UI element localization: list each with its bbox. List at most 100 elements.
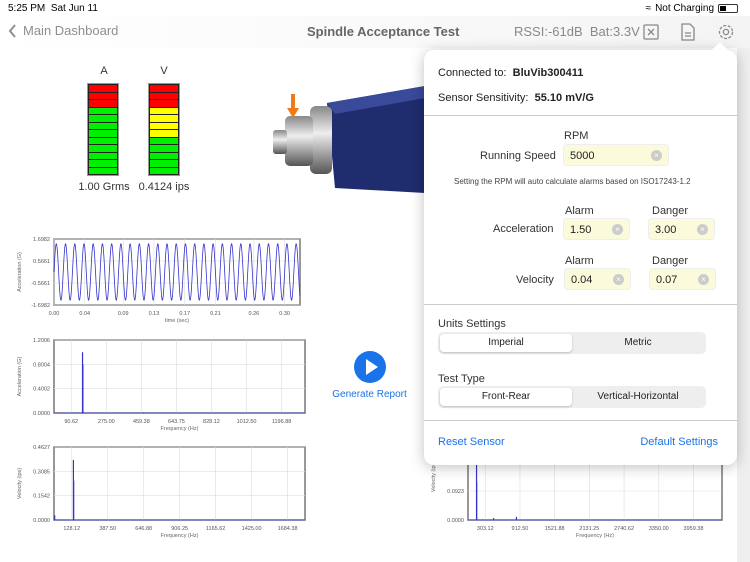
meter-segment xyxy=(150,152,178,159)
units-metric[interactable]: Metric xyxy=(624,337,652,348)
x-axis-label: Frequency (Hz) xyxy=(576,533,614,539)
test-type-front-rear[interactable]: Front-Rear xyxy=(440,388,572,406)
vel-danger-header: Danger xyxy=(652,255,689,267)
acceleration-label: Acceleration xyxy=(493,223,554,235)
clear-icon[interactable]: × xyxy=(697,224,708,235)
meter-segment xyxy=(150,122,178,129)
test-type-label: Test Type xyxy=(438,373,485,385)
x-tick-label: 128.12 xyxy=(63,526,80,532)
sensitivity-row: Sensor Sensitivity: 55.10 mV/G xyxy=(438,92,594,104)
x-tick-label: 0.30 xyxy=(279,311,290,317)
y-tick-label: 0.4627 xyxy=(33,445,50,451)
x-tick-label: 0.17 xyxy=(179,311,190,317)
meter-segment xyxy=(89,167,117,174)
meter-segment xyxy=(150,85,178,92)
gear-icon[interactable] xyxy=(716,22,736,42)
units-segmented-control: Imperial Metric xyxy=(438,332,706,354)
y-tick-label: 0.0000 xyxy=(33,411,50,417)
test-type-segmented-control: Front-Rear Vertical-Horizontal xyxy=(438,386,706,408)
units-imperial[interactable]: Imperial xyxy=(440,334,572,352)
x-tick-label: 2131.25 xyxy=(579,526,599,532)
y-tick-label: 0.3085 xyxy=(33,469,50,475)
x-tick-label: 0.21 xyxy=(210,311,221,317)
x-tick-label: 0.26 xyxy=(249,311,260,317)
meter-segment xyxy=(89,152,117,159)
meter-segment xyxy=(150,167,178,174)
x-tick-label: 3959.38 xyxy=(684,526,704,532)
generate-report-button[interactable]: Generate Report xyxy=(332,351,407,400)
meter-segment xyxy=(89,145,117,152)
x-axis-label: time (sec) xyxy=(165,318,189,324)
close-box-icon[interactable] xyxy=(641,22,661,42)
x-tick-label: 643.75 xyxy=(168,419,185,425)
meter-segment xyxy=(89,137,117,144)
y-tick-label: 0.0000 xyxy=(33,518,50,524)
y-axis-label: Velocity (ips) xyxy=(431,461,437,492)
nav-bar: Main Dashboard Spindle Acceptance Test R… xyxy=(0,16,750,48)
meter-segment xyxy=(150,160,178,167)
x-tick-label: 1684.38 xyxy=(278,526,298,532)
meter-segment xyxy=(89,100,117,107)
x-tick-label: 387.50 xyxy=(99,526,116,532)
vel-danger-input[interactable]: 0.07 × xyxy=(649,268,716,290)
velocity-meter xyxy=(148,83,180,176)
acc-alarm-input[interactable]: 1.50 × xyxy=(563,218,630,240)
y-tick-label: 0.8004 xyxy=(33,362,50,368)
play-icon xyxy=(353,351,386,383)
meter-segment xyxy=(89,85,117,92)
x-axis-label: Frequency (Hz) xyxy=(161,426,199,432)
generate-report-label: Generate Report xyxy=(332,389,407,400)
document-icon[interactable] xyxy=(678,22,698,42)
x-axis-label: Frequency (Hz) xyxy=(161,533,199,539)
y-tick-label: 0.0000 xyxy=(447,518,464,524)
back-label: Main Dashboard xyxy=(23,23,119,38)
clear-icon[interactable]: × xyxy=(651,150,662,161)
vel-alarm-input[interactable]: 0.04 × xyxy=(564,268,631,290)
acceleration-meter xyxy=(87,83,119,176)
clear-icon[interactable]: × xyxy=(613,274,624,285)
y-tick-label: 0.4002 xyxy=(33,387,50,393)
meter-segment xyxy=(89,122,117,129)
meter-a-label: A xyxy=(100,65,108,77)
x-tick-label: 906.25 xyxy=(171,526,188,532)
x-tick-label: 0.13 xyxy=(149,311,160,317)
status-time: 5:25 PM Sat Jun 11 xyxy=(8,3,98,14)
running-speed-label: Running Speed xyxy=(480,150,556,162)
meter-v-label: V xyxy=(160,65,168,77)
running-speed-input[interactable]: 5000 × xyxy=(563,144,669,166)
divider xyxy=(424,420,737,421)
y-tick-label: 1.2006 xyxy=(33,338,50,344)
clear-icon[interactable]: × xyxy=(698,274,709,285)
y-tick-label: 0.5661 xyxy=(33,259,50,265)
signal-battery-readout: RSSI:-61dB Bat:3.3V xyxy=(514,24,640,39)
x-tick-label: 0.09 xyxy=(118,311,129,317)
rpm-note: Setting the RPM will auto calculate alar… xyxy=(454,177,691,186)
x-tick-label: 90.62 xyxy=(64,419,78,425)
meter-segment xyxy=(150,145,178,152)
x-tick-label: 303.12 xyxy=(477,526,494,532)
meter-segment xyxy=(89,130,117,137)
meter-segment xyxy=(150,100,178,107)
acc-danger-input[interactable]: 3.00 × xyxy=(648,218,715,240)
meter-segment xyxy=(89,115,117,122)
test-type-vertical-horizontal[interactable]: Vertical-Horizontal xyxy=(597,391,679,402)
x-tick-label: 1521.88 xyxy=(545,526,565,532)
meter-segment xyxy=(150,92,178,99)
clear-icon[interactable]: × xyxy=(612,224,623,235)
y-axis-label: Acceleration (G) xyxy=(17,356,23,396)
x-tick-label: 1425.00 xyxy=(242,526,262,532)
back-button[interactable]: Main Dashboard xyxy=(8,23,118,38)
y-axis-label: Acceleration (G) xyxy=(17,252,23,292)
meter-segment xyxy=(150,115,178,122)
reset-sensor-button[interactable]: Reset Sensor xyxy=(438,436,505,448)
x-tick-label: 0.00 xyxy=(49,311,60,317)
vel-alarm-header: Alarm xyxy=(565,255,594,267)
settings-popover: Connected to: BluVib300411 Sensor Sensit… xyxy=(424,42,737,465)
x-tick-label: 1196.88 xyxy=(272,419,291,425)
default-settings-button[interactable]: Default Settings xyxy=(640,436,718,448)
meter-v-value: 0.4124 ips xyxy=(138,181,190,193)
acc-alarm-header: Alarm xyxy=(565,205,594,217)
divider xyxy=(424,304,737,305)
meter-segment xyxy=(150,137,178,144)
